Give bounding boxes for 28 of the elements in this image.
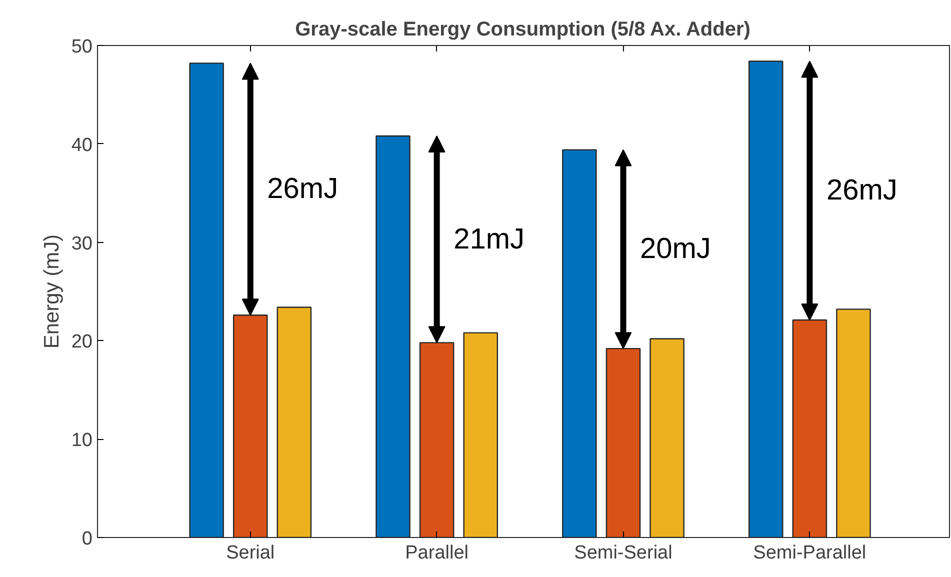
y-tick-label: 20 [71, 332, 93, 353]
annotation: 20mJ [640, 233, 711, 266]
annotation: 21mJ [454, 223, 525, 256]
x-tick-label: Semi-Serial [574, 542, 672, 564]
annotation: 26mJ [826, 174, 898, 207]
y-tick-label: 10 [71, 430, 93, 452]
bar [232, 314, 268, 538]
y-tick-label: 0 [82, 528, 93, 550]
chart-title: Gray-scale Energy Consumption (5/8 Ax. Adder) [295, 18, 750, 40]
annotation: 26mJ [267, 173, 338, 206]
bar [463, 332, 498, 538]
y-axis-title: Energy (mJ) [40, 234, 64, 349]
bar [276, 306, 312, 538]
bar [419, 342, 454, 538]
bar [189, 62, 224, 538]
bar [836, 308, 871, 538]
bar [792, 319, 828, 538]
y-tick-label: 30 [71, 233, 93, 254]
y-tick-label: 40 [71, 134, 93, 156]
bar [376, 135, 410, 538]
bar [650, 338, 684, 538]
bar [748, 60, 784, 538]
x-tick-label: Serial [226, 542, 275, 564]
bar [606, 348, 641, 538]
x-tick-label: Semi-Parallel [753, 542, 866, 564]
x-tick-label: Parallel [405, 542, 468, 564]
bar [562, 149, 597, 538]
y-tick-label: 50 [71, 36, 93, 58]
